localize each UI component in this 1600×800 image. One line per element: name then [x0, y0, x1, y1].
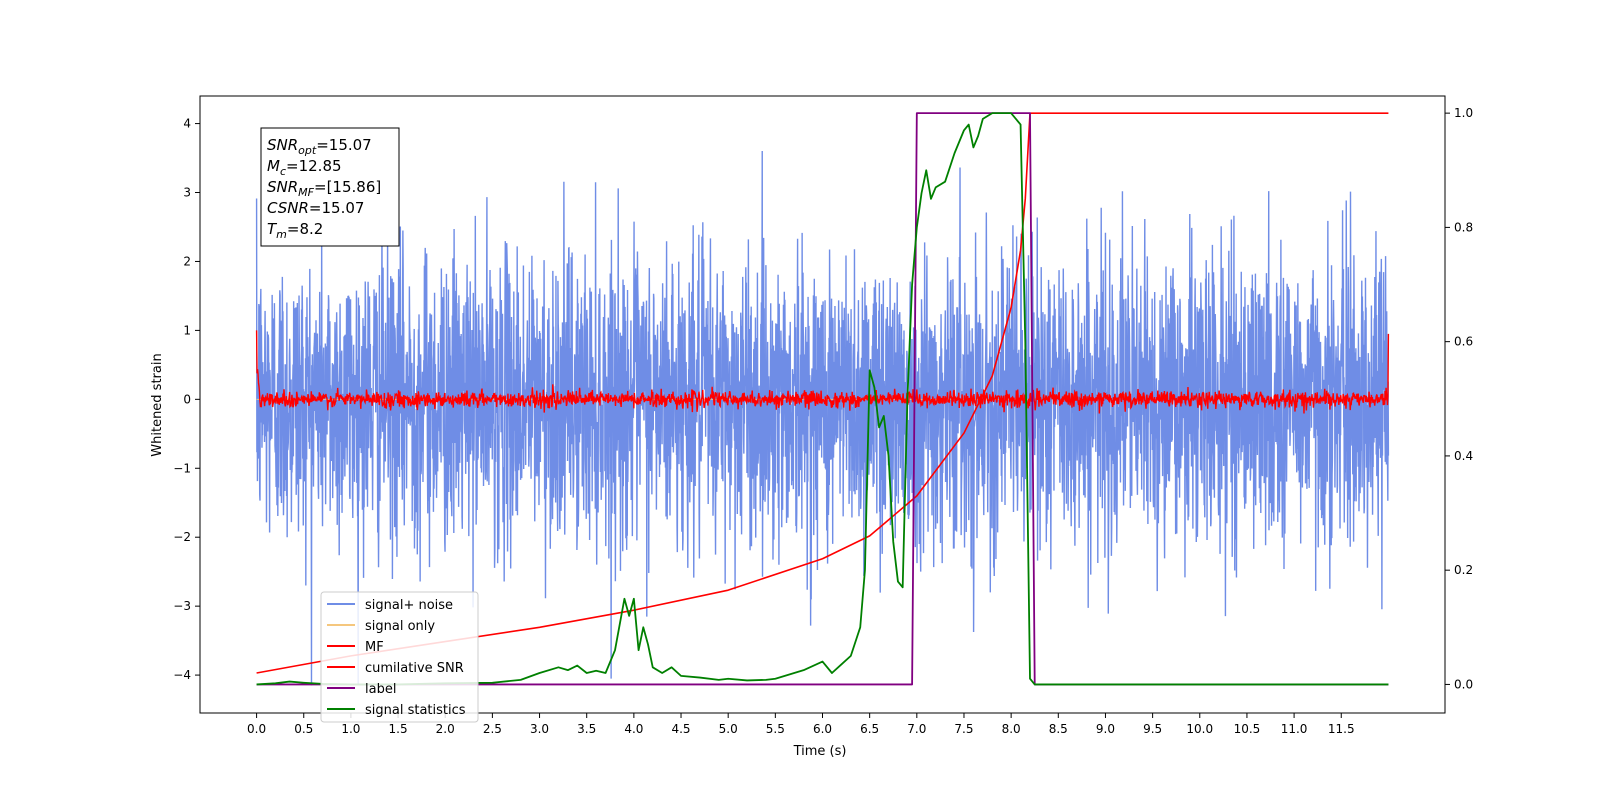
- annotation-frame: [260, 127, 400, 247]
- x-tick-label: 10.5: [1234, 722, 1261, 736]
- series-signal-statistics: [256, 112, 1389, 686]
- y2-tick-label: 0.0: [1454, 677, 1473, 691]
- legend-entry: label: [365, 682, 396, 697]
- annotation-line: Mc=12.85: [267, 157, 342, 178]
- x-tick-label: 9.5: [1143, 722, 1162, 736]
- x-tick-label: 3.0: [530, 722, 549, 736]
- x-tick-label: 1.5: [389, 722, 408, 736]
- x-tick-label: 4.5: [671, 722, 690, 736]
- y-axis-label: Whitened strain: [150, 353, 165, 456]
- x-tick-label: 3.5: [577, 722, 596, 736]
- series-signal-noise: [255, 151, 1390, 686]
- x-tick-label: 6.0: [813, 722, 832, 736]
- legend-entry: signal only: [365, 619, 435, 634]
- x-tick-label: 11.5: [1328, 722, 1355, 736]
- y2-tick-label: 0.4: [1454, 449, 1473, 463]
- x-tick-label: 2.5: [483, 722, 502, 736]
- annotation-line: SNRMF=[15.86]: [267, 178, 381, 199]
- x-tick-label: 1.0: [341, 722, 360, 736]
- x-axis-label: Time (s): [793, 744, 847, 759]
- legend-entry: MF: [365, 640, 384, 655]
- x-tick-label: 7.0: [907, 722, 926, 736]
- y-tick-label: 3: [183, 186, 191, 200]
- x-tick-label: 10.0: [1186, 722, 1213, 736]
- y-tick-label: 2: [183, 254, 191, 268]
- x-tick-label: 0.5: [294, 722, 313, 736]
- x-tick-label: 5.0: [719, 722, 738, 736]
- legend-entry: cumilative SNR: [365, 661, 464, 676]
- y-tick-label: 0: [183, 392, 191, 406]
- legend-entry: signal statistics: [365, 703, 466, 718]
- annotation-line: Tm=8.2: [267, 220, 323, 241]
- legend-frame: [320, 591, 479, 723]
- annotation-line: CSNR=15.07: [267, 199, 364, 217]
- x-tick-label: 5.5: [766, 722, 785, 736]
- x-tick-label: 6.5: [860, 722, 879, 736]
- y-tick-label: −4: [173, 668, 191, 682]
- y-tick-label: 1: [183, 323, 191, 337]
- x-tick-label: 11.0: [1281, 722, 1308, 736]
- y2-tick-label: 0.2: [1454, 563, 1473, 577]
- x-tick-label: 0.0: [247, 722, 266, 736]
- annotation-line: SNRopt=15.07: [267, 136, 372, 157]
- legend: signal+ noise signal only MF cumilative SNR…: [320, 591, 479, 723]
- x-tick-label: 7.5: [954, 722, 973, 736]
- x-tick-label: 8.5: [1049, 722, 1068, 736]
- legend-entry: signal+ noise: [365, 598, 453, 613]
- annotation-box: SNRopt=15.07Mc=12.85SNRMF=[15.86]CSNR=15…: [260, 127, 400, 247]
- series-mf: [255, 330, 1390, 414]
- y-tick-label: −3: [173, 599, 191, 613]
- x-tick-label: 4.0: [624, 722, 643, 736]
- y2-tick-label: 0.8: [1454, 220, 1473, 234]
- y2-tick-label: 0.6: [1454, 335, 1473, 349]
- y-tick-label: 4: [183, 117, 191, 131]
- y-tick-label: −2: [173, 530, 191, 544]
- x-tick-label: 9.0: [1096, 722, 1115, 736]
- x-tick-label: 2.0: [436, 722, 455, 736]
- y-tick-label: −1: [173, 461, 191, 475]
- y2-tick-label: 1.0: [1454, 106, 1473, 120]
- x-tick-label: 8.0: [1002, 722, 1021, 736]
- plot-area: [255, 112, 1390, 686]
- axes: 0.0 0.5 1.0 1.5 2.0 2.5 3.0 3.5 4.0 4.5 5.0 5.5 6.0 6…: [173, 106, 1473, 736]
